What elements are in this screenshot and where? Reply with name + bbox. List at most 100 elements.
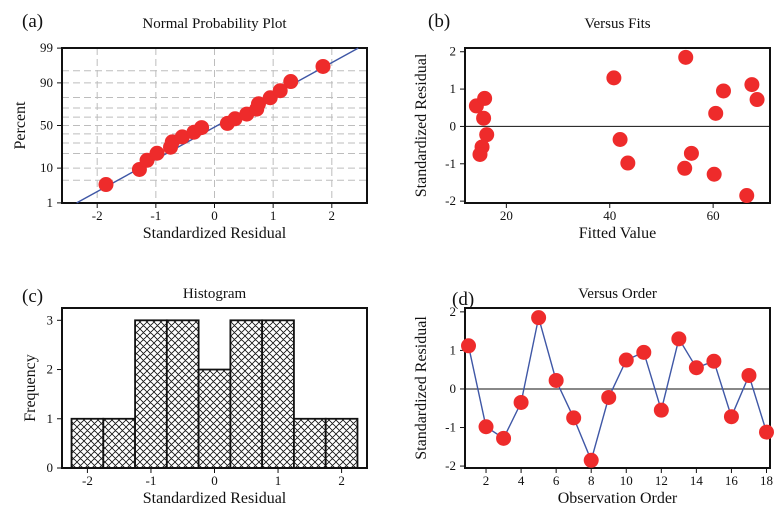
data-point (272, 83, 288, 99)
data-point (677, 160, 693, 176)
data-point (688, 360, 704, 376)
y-tick-label: 99 (40, 40, 53, 55)
plot-frame (464, 307, 771, 469)
y-tick-label: 2 (450, 44, 457, 59)
x-tick-label: -1 (150, 208, 161, 223)
data-point (618, 352, 634, 368)
x-tick-label: 2 (483, 473, 490, 488)
data-point (531, 310, 547, 326)
panel-histogram: (c) Histogram Standardized Residual Frequen… (22, 286, 368, 507)
y-tick-label: 1 (450, 81, 457, 96)
y-tick-label: 2 (450, 304, 457, 319)
x-tick-label: 16 (725, 473, 739, 488)
data-point (612, 132, 628, 148)
y-tick-label: 2 (47, 362, 54, 377)
y-tick-label: 50 (40, 118, 53, 133)
chart-title: Histogram (183, 286, 247, 302)
panel-letter: (a) (22, 11, 43, 32)
x-tick-label: 18 (760, 473, 773, 488)
x-tick-label: 2 (329, 208, 336, 223)
data-point (472, 146, 488, 162)
y-tick-label: -2 (445, 193, 456, 208)
data-point (227, 111, 243, 127)
x-tick-label: 14 (690, 473, 704, 488)
data-point (741, 367, 757, 383)
histogram-bar (70, 417, 105, 469)
data-point (461, 338, 477, 354)
chart-title: Versus Order (578, 286, 657, 302)
panel-normal-probability-plot: (a) Normal Probability Plot Standardized R… (12, 11, 368, 242)
x-tick-label: 1 (270, 208, 277, 223)
y-axis-label: Frequency (22, 354, 39, 422)
y-axis-label: Percent (12, 101, 29, 150)
data-point (250, 96, 266, 112)
data-point (678, 49, 694, 65)
histogram-bar (229, 319, 264, 469)
x-tick-label: 6 (553, 473, 560, 488)
x-axis-label: Standardized Residual (143, 225, 287, 242)
x-tick-label: 4 (518, 473, 525, 488)
histogram-bar (102, 417, 136, 469)
x-tick-label: 0 (211, 473, 218, 488)
panel-letter: (d) (452, 289, 474, 310)
x-tick-label: 10 (620, 473, 633, 488)
data-point (683, 145, 699, 161)
y-tick-label: 1 (47, 411, 54, 426)
x-tick-label: 20 (500, 208, 513, 223)
histogram-bar (324, 417, 359, 469)
data-point (583, 452, 599, 468)
x-tick-label: 8 (588, 473, 595, 488)
data-point (715, 83, 731, 99)
data-point (708, 105, 724, 121)
x-axis-label: Fitted Value (579, 225, 656, 242)
data-point (149, 145, 165, 161)
data-point (749, 92, 765, 108)
data-point (758, 424, 774, 440)
data-point (671, 331, 687, 347)
y-axis-label: Standardized Residual (413, 316, 430, 460)
data-point (479, 127, 495, 143)
y-tick-label: 90 (40, 75, 53, 90)
chart-title: Versus Fits (584, 16, 650, 32)
data-point (706, 353, 722, 369)
x-tick-label: 1 (275, 473, 282, 488)
data-point (477, 90, 493, 106)
data-point (315, 58, 331, 74)
y-tick-label: 0 (47, 460, 54, 475)
histogram-bar (197, 368, 232, 469)
x-axis-label: Standardized Residual (143, 490, 287, 507)
data-point (194, 120, 210, 136)
x-tick-label: -2 (82, 473, 93, 488)
y-tick-label: -1 (445, 420, 456, 435)
data-point (513, 394, 529, 410)
x-tick-label: 60 (707, 208, 720, 223)
data-point (653, 402, 669, 418)
histogram-bar (261, 319, 295, 469)
y-tick-label: 1 (450, 342, 457, 357)
x-tick-label: -1 (146, 473, 157, 488)
data-point (566, 410, 582, 426)
panel-letter: (b) (428, 11, 450, 32)
x-axis-label: Observation Order (558, 490, 678, 507)
panel-letter: (c) (22, 286, 43, 307)
data-point (476, 110, 492, 126)
y-tick-label: -2 (445, 458, 456, 473)
data-point (601, 389, 617, 405)
data-point (283, 74, 299, 90)
y-tick-label: 0 (450, 381, 457, 396)
panel-versus-fits: (b) Versus Fits Fitted Value Standardized R… (413, 11, 771, 242)
y-tick-label: -1 (445, 156, 456, 171)
y-axis-label: Standardized Residual (413, 53, 430, 197)
y-tick-label: 10 (40, 160, 53, 175)
data-point (496, 430, 512, 446)
data-point (636, 344, 652, 360)
data-point (620, 155, 636, 171)
data-point (606, 70, 622, 86)
y-tick-label: 0 (450, 118, 457, 133)
data-point (739, 188, 755, 204)
fit-line (76, 47, 359, 204)
x-tick-label: 0 (211, 208, 218, 223)
data-point (706, 166, 722, 182)
data-point (478, 419, 494, 435)
